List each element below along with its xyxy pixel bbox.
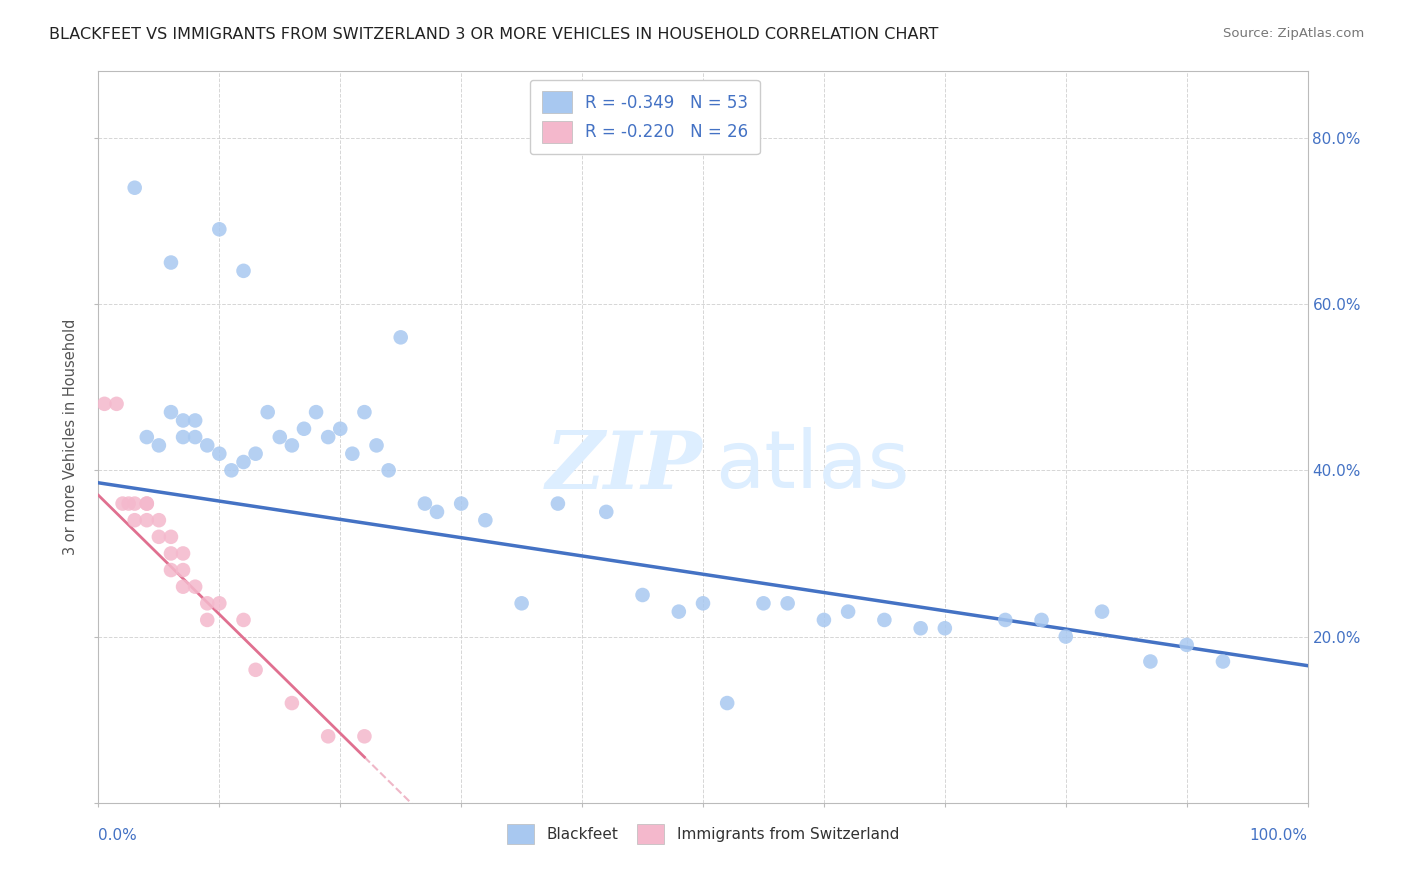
Point [184,430,207,444]
Point [124,180,146,194]
Point [353,405,375,419]
Point [111,497,134,511]
Point [208,596,231,610]
Point [256,405,278,419]
Point [118,497,141,511]
Point [910,621,932,635]
Point [776,596,799,610]
Point [160,530,183,544]
Point [281,438,304,452]
Text: 0.0%: 0.0% [98,828,138,843]
Point [1139,655,1161,669]
Point [692,596,714,610]
Point [631,588,654,602]
Point [813,613,835,627]
Point [184,580,207,594]
Point [148,530,170,544]
Point [105,397,128,411]
Point [934,621,956,635]
Legend: Blackfeet, Immigrants from Switzerland: Blackfeet, Immigrants from Switzerland [501,818,905,850]
Point [172,580,194,594]
Point [160,563,183,577]
Point [208,222,231,236]
Point [135,497,157,511]
Point [1031,613,1053,627]
Text: ZIP: ZIP [546,427,703,505]
Point [305,405,328,419]
Text: BLACKFEET VS IMMIGRANTS FROM SWITZERLAND 3 OR MORE VEHICLES IN HOUSEHOLD CORRELA: BLACKFEET VS IMMIGRANTS FROM SWITZERLAND… [49,27,939,42]
Point [752,596,775,610]
Point [135,497,157,511]
Point [160,546,183,560]
Point [1054,630,1077,644]
Point [148,438,170,452]
Point [245,447,267,461]
Point [232,455,254,469]
Point [413,497,436,511]
Point [547,497,569,511]
Text: 100.0%: 100.0% [1250,828,1308,843]
Point [450,497,472,511]
Point [389,330,412,344]
Text: Source: ZipAtlas.com: Source: ZipAtlas.com [1223,27,1364,40]
Point [377,463,399,477]
Point [195,613,218,627]
Point [366,438,388,452]
Point [172,413,194,427]
Text: atlas: atlas [716,427,910,506]
Point [281,696,304,710]
Point [232,613,254,627]
Point [668,605,690,619]
Point [1212,655,1234,669]
Point [316,729,339,743]
Point [994,613,1017,627]
Point [172,546,194,560]
Point [172,430,194,444]
Point [716,696,738,710]
Point [269,430,291,444]
Point [135,430,157,444]
Point [124,497,146,511]
Point [184,413,207,427]
Point [93,397,115,411]
Point [160,405,183,419]
Point [221,463,243,477]
Point [873,613,896,627]
Point [595,505,617,519]
Point [135,513,157,527]
Point [232,264,254,278]
Point [148,513,170,527]
Point [474,513,496,527]
Point [124,513,146,527]
Point [245,663,267,677]
Point [292,422,315,436]
Point [510,596,533,610]
Point [329,422,352,436]
Point [353,729,375,743]
Point [172,563,194,577]
Point [195,596,218,610]
Point [160,255,183,269]
Point [837,605,859,619]
Point [342,447,364,461]
Point [426,505,449,519]
Point [195,438,218,452]
Y-axis label: 3 or more Vehicles in Household: 3 or more Vehicles in Household [63,319,79,555]
Point [1091,605,1114,619]
Point [316,430,339,444]
Point [208,447,231,461]
Point [1175,638,1198,652]
